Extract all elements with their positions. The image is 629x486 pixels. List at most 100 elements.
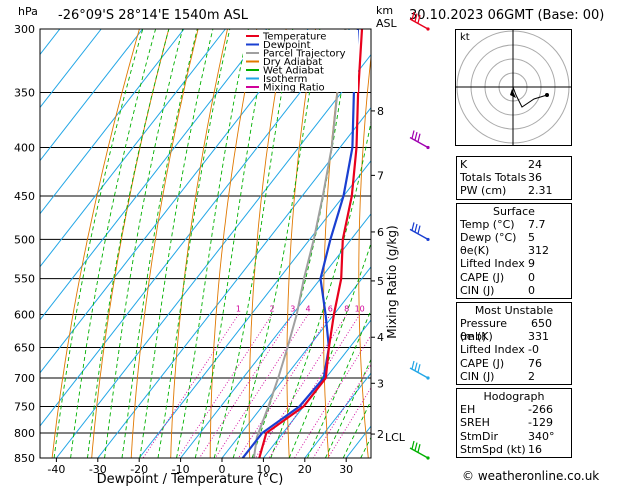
wind-barb-flag (417, 15, 421, 24)
most-unstable-value: -0 (528, 343, 539, 357)
lcl-label: LCL (385, 431, 406, 444)
surface-value: 312 (528, 244, 549, 258)
isotherm-line (97, 106, 371, 458)
wind-barb-flag (411, 440, 415, 450)
surface-row: CIN (J) 0 (460, 284, 568, 297)
most-unstable-title: Most Unstable (474, 303, 554, 317)
index-value: 2.31 (528, 184, 553, 198)
hodograph-chart: kt (455, 29, 572, 146)
most-unstable-value: 2 (528, 369, 535, 383)
most-unstable-row: Lifted Index -0 (460, 343, 568, 356)
km-tick-label: 4 (377, 331, 384, 344)
asl-unit-label: ASL (376, 17, 397, 30)
legend-entry: Dry Adiabat (263, 57, 322, 68)
surface-label: Dewp (°C) (460, 230, 517, 244)
wet-adiabat-line (53, 29, 144, 458)
surface-value: 9 (528, 257, 535, 271)
wind-barb (409, 447, 429, 459)
copyright-footer[interactable]: © weatheronline.co.uk (462, 469, 600, 483)
km-tick-label: 2 (377, 428, 384, 441)
surface-row: Dewp (°C) 5 (460, 231, 568, 244)
x-tick-label: -10 (172, 463, 190, 476)
wind-barb (409, 18, 429, 30)
wind-barb-flag (414, 13, 418, 22)
most-unstable-label: θe (K) (460, 330, 493, 344)
pressure-tick-label: 650 (14, 341, 35, 354)
index-row: PW (cm) 2.31 (460, 184, 568, 197)
hodograph-label: EH (460, 403, 476, 417)
wind-barb-station (426, 237, 430, 242)
most-unstable-row: Pressure (mb) 650 (460, 317, 568, 344)
indices-table: K 24 Totals Totals 36 PW (cm) 2.31 (456, 156, 572, 200)
wet-adiabat-line (86, 29, 170, 458)
wind-barb-flag (414, 442, 418, 451)
hodograph-label: StmDir (460, 429, 499, 443)
legend-entry: Mixing Ratio (263, 83, 325, 94)
wind-barb-flag (414, 131, 418, 141)
most-unstable-label: Pressure (mb) (460, 317, 507, 344)
hodograph-row: StmSpd (kt) 16 (460, 443, 568, 456)
isotherm-line (40, 29, 351, 427)
surface-row: Lifted Index 9 (460, 257, 568, 270)
surface-row: CAPE (J) 0 (460, 271, 568, 284)
wind-barb-flag (414, 223, 418, 233)
km-unit-label: km (376, 4, 394, 17)
dry-adiabat-line (248, 29, 287, 458)
temperature-line (258, 29, 364, 458)
most-unstable-label: CAPE (J) (460, 356, 505, 370)
x-tick-label: -40 (47, 463, 65, 476)
mixing-ratio-line (142, 314, 239, 458)
wind-barb (409, 136, 429, 149)
dry-adiabat-line (580, 29, 629, 458)
wet-adiabat-line (232, 29, 321, 458)
most-unstable-value: 76 (528, 356, 542, 370)
wet-adiabat-line (121, 29, 198, 458)
hodo-endpoint (545, 93, 549, 97)
hodo-kt-label: kt (460, 32, 470, 43)
mixing-ratio-label: 4 (305, 305, 310, 314)
wind-barb (409, 228, 429, 241)
datetime-title: 30.10.2023 06GMT (Base: 00) (409, 8, 605, 23)
km-tick-label: 3 (377, 377, 384, 390)
hodograph-value: 16 (528, 442, 542, 456)
mixing-ratio-line (312, 363, 371, 458)
wet-adiabat-line (176, 29, 249, 458)
isotherm-line (138, 160, 371, 458)
pressure-tick-label: 750 (14, 400, 35, 413)
mixing-ratio-line (294, 334, 371, 458)
isotherm-line (221, 266, 371, 458)
mixing-ratio-label: 2 (269, 305, 274, 314)
hodograph-label: SREH (460, 416, 490, 430)
hodograph-row: StmDir 340° (460, 430, 568, 443)
index-row: Totals Totals 36 (460, 171, 568, 184)
storm-motion-marker (510, 89, 516, 98)
dry-adiabat-line (130, 29, 199, 458)
hpa-unit-label: hPa (18, 5, 38, 18)
isotherm-line (40, 29, 185, 215)
plot-frame (39, 28, 372, 459)
most-unstable-row: CAPE (J) 76 (460, 357, 568, 370)
km-tick-label: 6 (377, 226, 384, 239)
dry-adiabat-line (609, 29, 629, 458)
legend-entry: Isotherm (263, 74, 307, 85)
legend-background (243, 30, 358, 92)
legend-entry: Parcel Trajectory (263, 49, 346, 60)
x-axis-title: Dewpoint / Temperature (°C) (97, 472, 284, 486)
mixing-ratio-label: 6 (328, 305, 333, 314)
stats-panel: K 24 Totals Totals 36 PW (cm) 2.31 Surface Te… (456, 156, 572, 461)
isotherm-line (40, 29, 309, 374)
hodograph-row: EH -266 (460, 403, 568, 416)
isotherm-line (40, 29, 268, 321)
wet-adiabat-line (157, 29, 231, 458)
surface-value: 5 (528, 230, 535, 244)
wet-adiabat-line (104, 29, 184, 458)
index-label: Totals Totals (460, 171, 527, 185)
pressure-tick-label: 700 (14, 372, 35, 385)
dewpoint-line (241, 29, 359, 458)
wind-barb-flag (411, 130, 415, 139)
pressure-tick-label: 500 (14, 233, 35, 246)
isotherm-line (40, 29, 226, 268)
surface-label: θe(K) (460, 244, 490, 258)
surface-title: Surface (493, 204, 535, 218)
wet-adiabat-line (288, 242, 371, 458)
